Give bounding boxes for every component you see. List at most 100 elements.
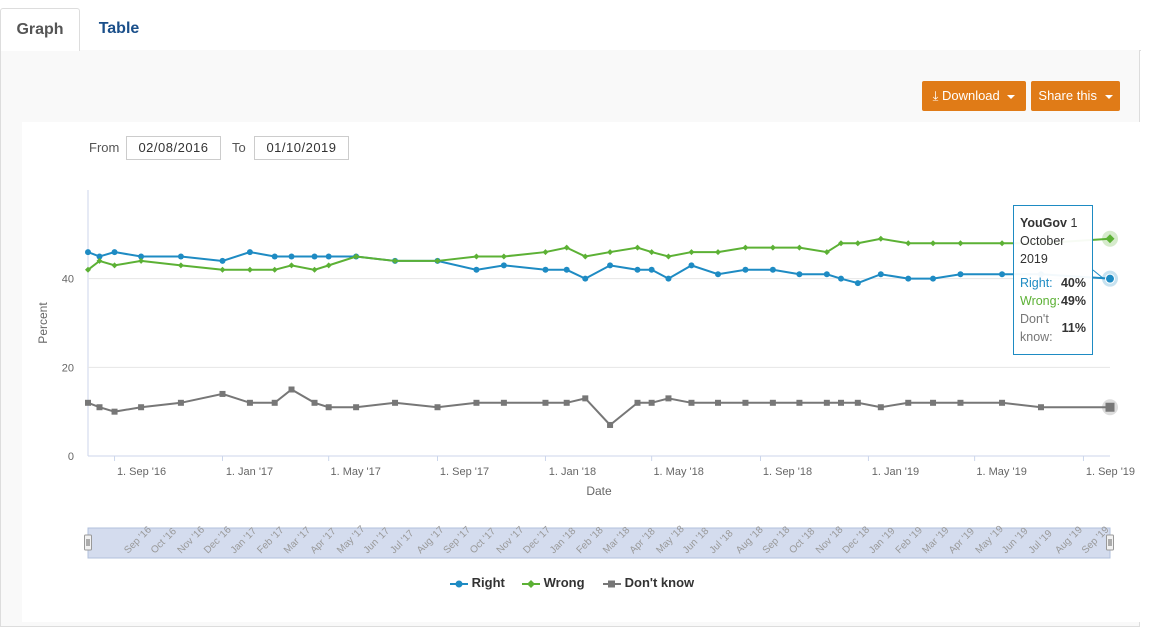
- data-point-right: [85, 249, 91, 256]
- tab-graph[interactable]: Graph: [0, 8, 80, 51]
- series-line-wrong: [87, 237, 1111, 271]
- data-point-don-t-know: [353, 404, 360, 411]
- data-point-don-t-know: [246, 399, 253, 406]
- legend-label-wrong: Wrong: [543, 575, 585, 590]
- data-point-wrong: [434, 257, 441, 264]
- data-point-don-t-know: [715, 399, 722, 406]
- data-point-wrong: [111, 262, 118, 269]
- data-point-wrong: [500, 253, 507, 260]
- data-point-right: [823, 271, 830, 278]
- data-point-wrong: [85, 266, 91, 273]
- tooltip-row-right: Right: 40%: [1020, 276, 1086, 290]
- y-tick-label: 0: [68, 451, 74, 463]
- data-point-right: [1105, 273, 1115, 284]
- legend-item-wrong[interactable]: Wrong: [522, 575, 585, 590]
- data-point-right: [325, 253, 332, 260]
- data-point-don-t-know: [271, 399, 278, 406]
- to-date-input[interactable]: 01/10/2019: [254, 136, 349, 160]
- x-tick-label: 1. May '17: [330, 466, 380, 478]
- legend-marker-wrong: [522, 579, 540, 588]
- data-point-wrong: [288, 262, 295, 269]
- data-point-right: [854, 280, 861, 287]
- data-point-right: [999, 271, 1006, 278]
- share-button[interactable]: Share this: [1031, 81, 1120, 111]
- download-label: Download: [941, 88, 1000, 103]
- to-label: To: [232, 140, 246, 155]
- download-button[interactable]: ⤓ Download: [922, 81, 1026, 111]
- navigator-handle-right[interactable]: [1106, 534, 1114, 551]
- data-point-don-t-know: [877, 404, 884, 411]
- data-point-don-t-know: [111, 408, 118, 415]
- data-point-don-t-know: [325, 404, 332, 411]
- data-point-don-t-know: [769, 399, 776, 406]
- data-point-wrong: [271, 266, 278, 273]
- data-point-right: [688, 262, 695, 269]
- data-point-don-t-know: [288, 386, 295, 393]
- chevron-down-icon: [1007, 94, 1016, 99]
- data-point-wrong: [563, 244, 570, 251]
- data-point-wrong: [542, 249, 549, 256]
- data-point-wrong: [353, 253, 360, 260]
- data-point-don-t-know: [905, 399, 912, 406]
- x-tick-label: 1. Jan '19: [872, 466, 919, 478]
- x-tick-label: 1. Sep '19: [1086, 466, 1135, 478]
- x-tick-label: 1. Jan '18: [549, 466, 596, 478]
- data-point-wrong: [138, 257, 145, 264]
- data-point-wrong: [96, 257, 103, 264]
- data-point-don-t-know: [311, 399, 318, 406]
- data-point-right: [246, 249, 253, 256]
- data-point-right: [838, 275, 845, 282]
- data-point-right: [219, 257, 226, 264]
- data-point-don-t-know: [85, 399, 91, 406]
- data-point-don-t-know: [563, 399, 570, 406]
- navigator-handle-left[interactable]: [84, 534, 92, 551]
- data-point-don-t-know: [177, 399, 184, 406]
- data-point-wrong: [607, 249, 614, 256]
- data-point-wrong: [838, 240, 845, 247]
- tooltip-date: 1 October 2019: [1020, 216, 1078, 266]
- data-point-wrong: [769, 244, 776, 251]
- data-point-wrong: [634, 244, 641, 251]
- legend-marker-dontknow: [603, 580, 621, 588]
- tooltip-source: YouGov: [1020, 216, 1067, 230]
- from-date-input[interactable]: 02/08/2016: [126, 136, 221, 160]
- data-point-don-t-know: [96, 404, 103, 411]
- data-point-don-t-know: [582, 395, 589, 402]
- data-point-right: [607, 262, 614, 269]
- tab-table[interactable]: Table: [98, 20, 140, 37]
- data-point-wrong: [246, 266, 253, 273]
- data-point-right: [665, 275, 672, 282]
- series-line-don-t-know: [87, 388, 1110, 427]
- data-point-don-t-know: [838, 399, 845, 406]
- data-point-right: [96, 253, 103, 260]
- data-point-don-t-know: [138, 404, 145, 411]
- chevron-down-icon: [1104, 94, 1113, 99]
- data-point-don-t-know: [634, 399, 641, 406]
- data-point-don-t-know: [930, 399, 937, 406]
- data-point-wrong: [665, 253, 672, 260]
- legend-marker-right: [450, 580, 468, 588]
- x-tick-label: 1. Jan '17: [226, 466, 273, 478]
- data-point-right: [138, 253, 145, 260]
- data-point-wrong: [823, 249, 830, 256]
- data-point-wrong: [219, 266, 226, 273]
- data-point-don-t-know: [1105, 402, 1115, 412]
- y-tick-label: 40: [62, 274, 74, 286]
- x-tick-label: 1. May '18: [653, 466, 703, 478]
- data-point-right: [177, 253, 184, 260]
- data-point-wrong: [877, 235, 884, 242]
- data-point-right: [500, 262, 507, 269]
- tooltip-row-dontknow: Don't know: 11%: [1020, 312, 1086, 344]
- data-point-wrong: [392, 257, 399, 264]
- data-point-don-t-know: [607, 421, 614, 428]
- legend-label-right: Right: [471, 575, 505, 590]
- legend-item-dontknow[interactable]: Don't know: [603, 575, 694, 590]
- data-point-right: [271, 253, 278, 260]
- data-point-don-t-know: [823, 399, 830, 406]
- legend-item-right[interactable]: Right: [450, 575, 505, 590]
- y-axis-title: Percent: [36, 302, 50, 344]
- data-point-don-t-know: [434, 404, 441, 411]
- tooltip-pointer: [1092, 269, 1105, 280]
- x-axis-title: Date: [586, 484, 612, 498]
